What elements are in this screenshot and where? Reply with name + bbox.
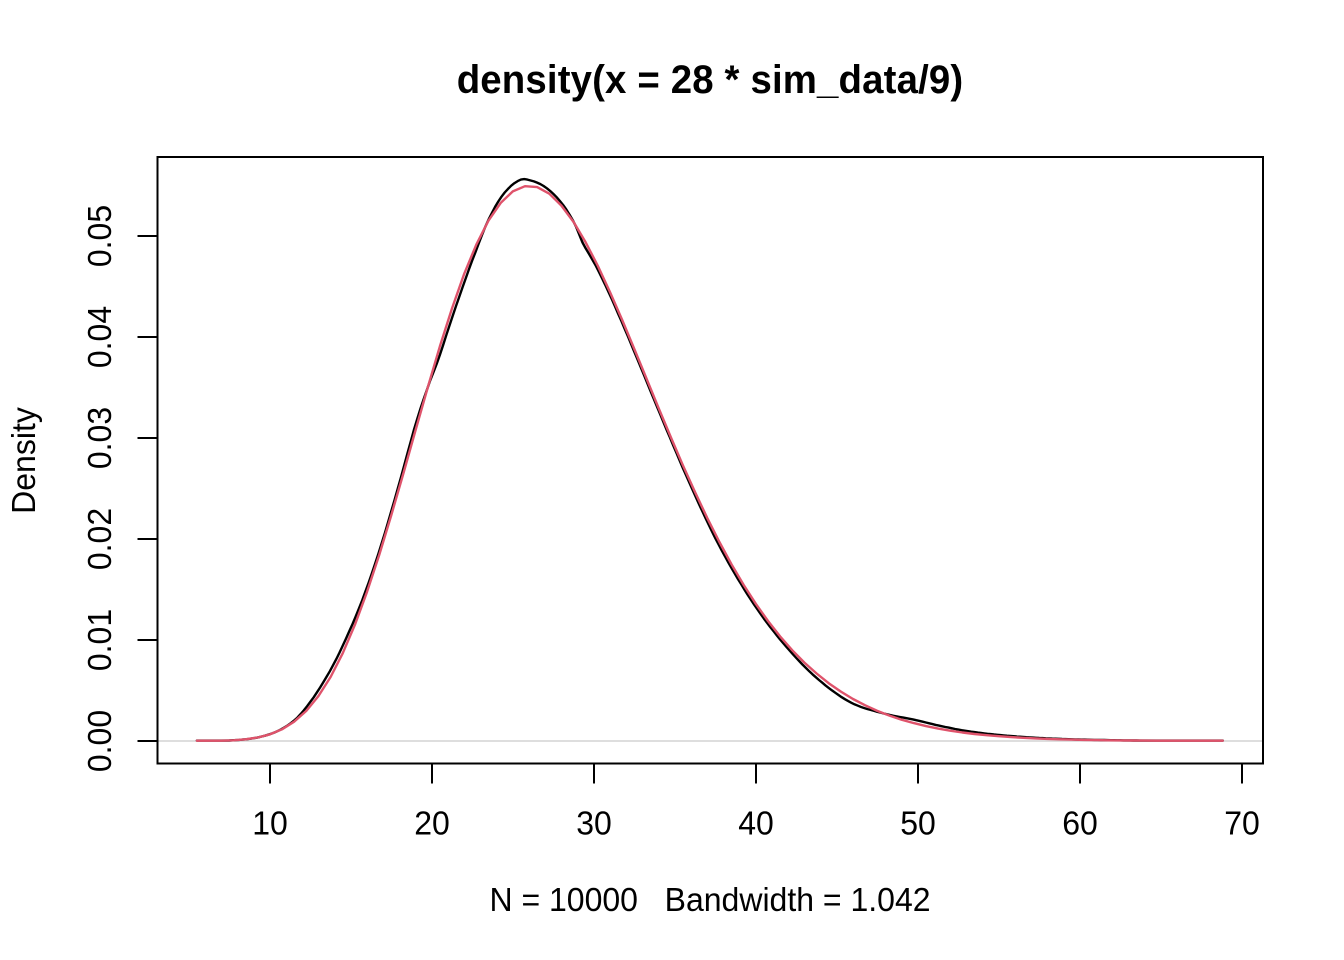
svg-text:0.02: 0.02 (80, 508, 118, 570)
svg-text:N = 10000 Bandwidth = 1.042: N = 10000 Bandwidth = 1.042 (489, 880, 930, 918)
svg-text:10: 10 (252, 804, 288, 842)
svg-text:0.04: 0.04 (80, 306, 118, 368)
svg-text:Density: Density (4, 407, 42, 514)
svg-text:40: 40 (738, 804, 774, 842)
svg-text:50: 50 (900, 804, 936, 842)
svg-text:0.05: 0.05 (80, 205, 118, 267)
svg-text:20: 20 (414, 804, 450, 842)
svg-text:0.03: 0.03 (80, 407, 118, 469)
svg-text:30: 30 (576, 804, 612, 842)
svg-text:60: 60 (1062, 804, 1098, 842)
svg-text:density(x = 28 * sim_data/9): density(x = 28 * sim_data/9) (457, 57, 964, 102)
svg-text:0.01: 0.01 (80, 609, 118, 671)
svg-text:70: 70 (1224, 804, 1260, 842)
svg-text:0.00: 0.00 (80, 710, 118, 772)
